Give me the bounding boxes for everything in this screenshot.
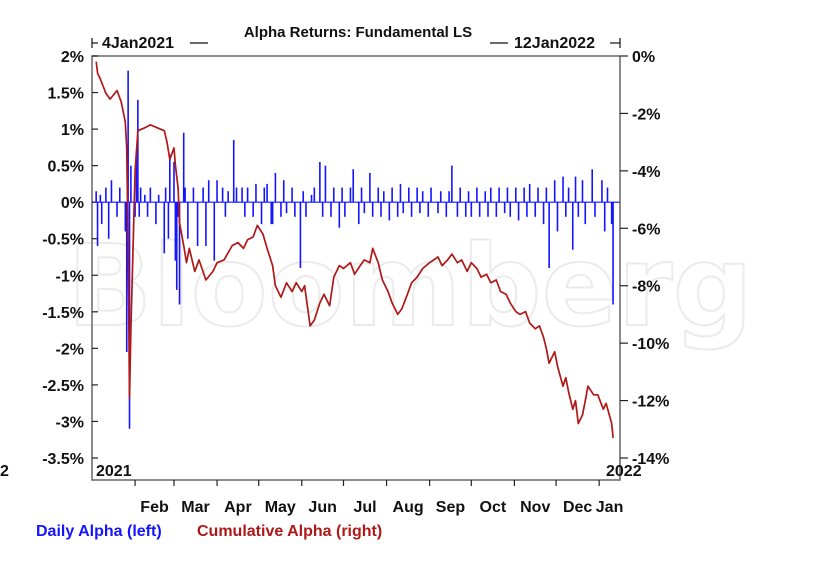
start-date-label: 4Jan2021 xyxy=(102,35,174,52)
right-tick-label: 0% xyxy=(632,49,655,66)
legend-daily-alpha: Daily Alpha (left) xyxy=(36,523,162,540)
stray-axis-label: 2 xyxy=(0,463,9,480)
right-tick-label: -6% xyxy=(632,221,660,238)
year-labels: 2021 2022 2 xyxy=(0,463,642,480)
right-tick-label: -2% xyxy=(632,106,660,123)
legend: Daily Alpha (left) Cumulative Alpha (rig… xyxy=(36,523,382,540)
left-tick-label: 1% xyxy=(61,122,84,139)
left-tick-label: -1.5% xyxy=(42,305,84,322)
left-tick-label: 0.5% xyxy=(48,159,84,176)
x-tick-label: Apr xyxy=(224,499,252,516)
legend-cumulative-alpha: Cumulative Alpha (right) xyxy=(197,523,382,540)
left-tick-label: -1% xyxy=(56,268,84,285)
year-end-label: 2022 xyxy=(606,463,642,480)
right-axis: 0% -2% -4% -6% -8% -10% -12% -14% xyxy=(620,49,669,468)
left-axis: 2% 1.5% 1% 0.5% 0% -0.5% -1% -1.5% -2% -2.5% -3% -3… xyxy=(42,49,98,468)
end-date-label: 12Jan2022 xyxy=(514,35,595,52)
right-tick-label: -14% xyxy=(632,451,669,468)
right-tick-label: -10% xyxy=(632,336,669,353)
plot-border xyxy=(91,55,621,481)
right-tick-label: -12% xyxy=(632,394,669,411)
left-tick-label: 1.5% xyxy=(48,86,84,103)
x-tick-label: Sep xyxy=(436,499,466,516)
x-tick-label: Feb xyxy=(140,499,169,516)
x-tick-label: Nov xyxy=(520,499,550,516)
left-tick-label: 0% xyxy=(61,195,84,212)
x-tick-label: Mar xyxy=(181,499,209,516)
plot-frame xyxy=(91,55,621,481)
right-tick-label: -8% xyxy=(632,279,660,296)
x-tick-label: Jan xyxy=(596,499,624,516)
daily-alpha-series xyxy=(92,70,620,429)
cumulative-alpha-series xyxy=(95,61,614,438)
left-tick-label: -0.5% xyxy=(42,232,84,249)
chart-header: 4Jan2021 Alpha Returns: Fundamental LS 1… xyxy=(91,24,621,52)
left-tick-label: -3% xyxy=(56,414,84,431)
x-tick-label: Oct xyxy=(480,499,507,516)
x-tick-label: Jun xyxy=(308,499,336,516)
cumulative-alpha-line xyxy=(95,61,614,438)
left-tick-label: 2% xyxy=(61,49,84,66)
left-tick-label: -2.5% xyxy=(42,378,84,395)
left-tick-label: -3.5% xyxy=(42,451,84,468)
year-start-label: 2021 xyxy=(96,463,132,480)
left-tick-label: -2% xyxy=(56,341,84,358)
x-tick-label: May xyxy=(265,499,296,516)
x-tick-label: Dec xyxy=(563,499,592,516)
x-tick-label: Aug xyxy=(393,499,424,516)
x-axis: Feb Mar Apr May Jun Jul Aug Sep Oct Nov Dec Jan xyxy=(134,480,624,516)
x-tick-label: Jul xyxy=(353,499,376,516)
right-tick-label: -4% xyxy=(632,164,660,181)
chart-title: Alpha Returns: Fundamental LS xyxy=(244,24,472,41)
